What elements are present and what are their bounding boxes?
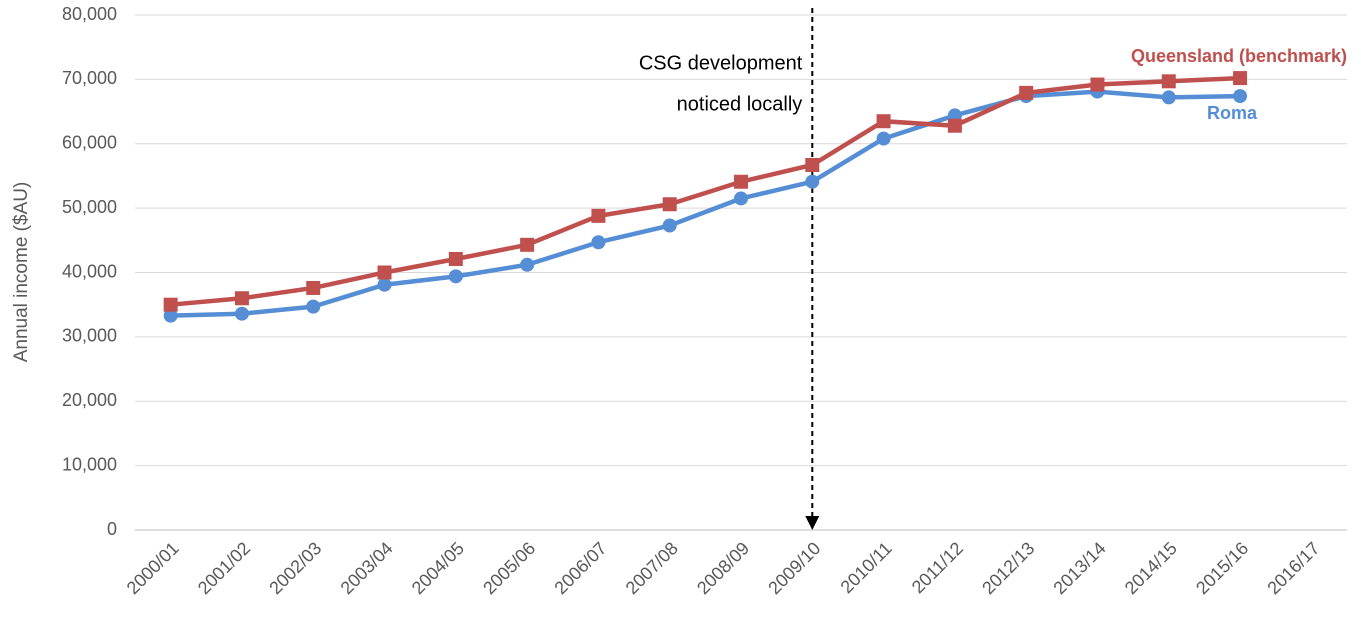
- marker: [234, 306, 249, 321]
- marker: [947, 118, 962, 133]
- marker: [1161, 74, 1176, 89]
- marker: [377, 265, 392, 280]
- y-tick-label: 60,000: [62, 133, 117, 153]
- x-tick-label: 2007/08: [622, 538, 682, 598]
- marker: [591, 208, 606, 223]
- marker: [306, 280, 321, 295]
- marker: [805, 157, 820, 172]
- marker: [1090, 77, 1105, 92]
- x-tick-label: 2010/11: [837, 538, 896, 597]
- marker: [163, 308, 178, 323]
- marker: [520, 237, 535, 252]
- x-tick-label: 2012/13: [978, 538, 1038, 598]
- annotation-text: CSG development: [639, 52, 803, 74]
- y-tick-label: 80,000: [62, 4, 117, 24]
- y-tick-label: 10,000: [62, 454, 117, 474]
- x-tick-label: 2016/17: [1263, 538, 1323, 598]
- x-tick-label: 2004/05: [408, 538, 468, 598]
- marker: [734, 191, 748, 206]
- y-tick-label: 0: [107, 519, 117, 539]
- marker: [591, 235, 606, 250]
- x-tick-label: 2006/07: [550, 538, 610, 598]
- x-tick-label: 2001/02: [194, 538, 254, 598]
- marker: [306, 299, 321, 314]
- marker: [234, 291, 249, 306]
- x-tick-label: 2015/16: [1192, 538, 1252, 598]
- y-tick-label: 20,000: [62, 390, 117, 410]
- x-tick-label: 2013/14: [1049, 538, 1109, 598]
- marker: [1233, 71, 1248, 86]
- x-tick-label: 2003/04: [337, 538, 397, 598]
- marker: [805, 174, 820, 189]
- annotation-text: noticed locally: [677, 93, 803, 115]
- y-tick-label: 40,000: [62, 261, 117, 281]
- marker: [1233, 89, 1248, 104]
- marker: [377, 277, 392, 292]
- marker: [448, 251, 463, 266]
- marker: [662, 218, 677, 233]
- series-label: Queensland (benchmark): [1131, 46, 1347, 66]
- x-tick-label: 2014/15: [1121, 538, 1181, 598]
- marker: [448, 269, 463, 284]
- marker: [520, 257, 535, 272]
- marker: [1019, 85, 1034, 100]
- y-tick-label: 50,000: [62, 197, 117, 217]
- marker: [662, 197, 677, 212]
- series-line: [170, 89, 1241, 318]
- y-axis-label: Annual income ($AU): [11, 182, 32, 363]
- x-tick-label: 2000/01: [123, 538, 183, 598]
- marker: [876, 114, 891, 129]
- marker: [1161, 90, 1176, 105]
- x-tick-label: 2008/09: [693, 538, 753, 598]
- x-tick-label: 2011/12: [908, 538, 967, 597]
- series-label: Roma: [1207, 103, 1258, 123]
- y-tick-label: 30,000: [62, 326, 117, 346]
- annotation-arrowhead: [805, 516, 820, 530]
- x-tick-label: 2002/03: [265, 538, 325, 598]
- x-tick-label: 2009/10: [764, 538, 824, 598]
- y-tick-label: 70,000: [62, 68, 117, 88]
- x-tick-label: 2005/06: [479, 538, 539, 598]
- series-line: [170, 75, 1241, 307]
- marker: [876, 131, 891, 146]
- marker: [163, 297, 178, 312]
- marker: [734, 174, 748, 189]
